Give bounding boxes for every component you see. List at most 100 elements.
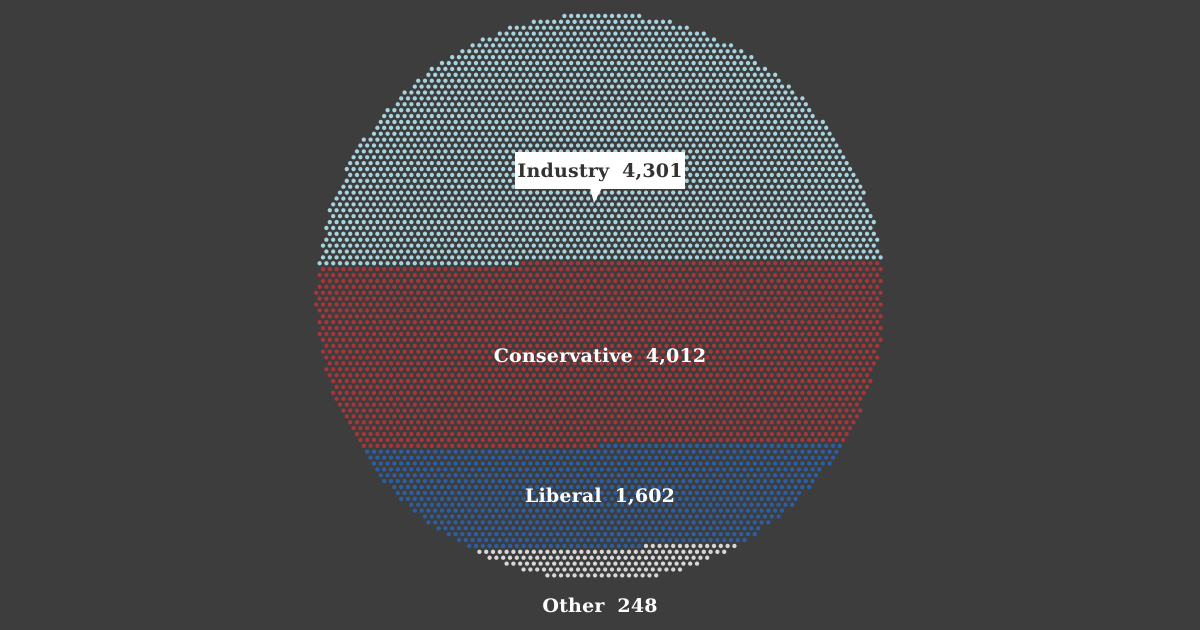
dot-industry bbox=[589, 84, 594, 89]
dot-industry bbox=[722, 208, 727, 213]
dot-conservative bbox=[609, 261, 615, 266]
dot-industry bbox=[361, 255, 366, 260]
dot-conservative bbox=[354, 431, 360, 437]
dot-conservative bbox=[715, 337, 720, 342]
dot-conservative bbox=[626, 373, 632, 378]
dot-conservative bbox=[433, 272, 438, 278]
dot-industry bbox=[450, 125, 455, 130]
dot-industry bbox=[378, 119, 383, 125]
dot-industry bbox=[708, 208, 713, 213]
dot-industry bbox=[742, 196, 747, 201]
dot-industry bbox=[834, 214, 839, 219]
dot-conservative bbox=[837, 337, 842, 342]
dot-conservative bbox=[375, 384, 380, 390]
dot-industry bbox=[650, 108, 655, 113]
dot-industry bbox=[745, 108, 751, 113]
dot-conservative bbox=[388, 290, 394, 295]
dot-industry bbox=[538, 31, 543, 36]
dot-industry bbox=[779, 214, 785, 219]
dot-industry bbox=[365, 214, 370, 219]
dot-industry bbox=[524, 113, 530, 119]
dot-conservative bbox=[647, 278, 652, 284]
dot-conservative bbox=[854, 414, 859, 419]
dot-industry bbox=[327, 243, 332, 248]
dot-conservative bbox=[439, 272, 445, 278]
dot-conservative bbox=[344, 331, 349, 337]
dot-industry bbox=[599, 137, 604, 142]
dot-industry bbox=[579, 31, 584, 36]
dot-industry bbox=[756, 172, 761, 178]
dot-conservative bbox=[684, 414, 689, 419]
dot-industry bbox=[456, 102, 462, 107]
dot-conservative bbox=[660, 373, 666, 378]
dot-conservative bbox=[851, 349, 856, 354]
dot-industry bbox=[783, 102, 788, 107]
dot-industry bbox=[565, 137, 570, 142]
dot-industry bbox=[807, 119, 812, 125]
dot-conservative bbox=[790, 396, 795, 401]
dot-industry bbox=[626, 31, 632, 36]
dot-industry bbox=[776, 208, 781, 213]
dot-industry bbox=[494, 84, 499, 89]
dot-industry bbox=[742, 78, 747, 83]
dot-industry bbox=[450, 102, 455, 107]
dot-conservative bbox=[514, 331, 519, 337]
dot-conservative bbox=[674, 361, 679, 366]
dot-industry bbox=[555, 108, 560, 113]
dot-conservative bbox=[392, 378, 397, 384]
dot-industry bbox=[681, 231, 686, 236]
dot-conservative bbox=[422, 302, 428, 307]
dot-conservative bbox=[541, 402, 547, 407]
dot-industry bbox=[841, 178, 846, 183]
dot-industry bbox=[368, 137, 373, 142]
dot-industry bbox=[715, 255, 720, 260]
dot-industry bbox=[596, 49, 601, 54]
dot-industry bbox=[742, 219, 747, 225]
dot-industry bbox=[728, 125, 734, 130]
dot-conservative bbox=[558, 267, 564, 272]
dot-industry bbox=[548, 108, 553, 113]
dot-conservative bbox=[603, 367, 608, 372]
dot-conservative bbox=[535, 390, 540, 395]
dot-industry bbox=[698, 190, 703, 195]
dot-conservative bbox=[640, 302, 645, 307]
dot-conservative bbox=[545, 325, 550, 331]
dot-industry bbox=[548, 72, 553, 77]
dot-conservative bbox=[626, 420, 632, 425]
dot-conservative bbox=[817, 267, 822, 272]
dot-industry bbox=[419, 84, 424, 89]
dot-industry bbox=[643, 37, 649, 42]
dot-conservative bbox=[660, 325, 666, 331]
dot-conservative bbox=[677, 272, 683, 278]
dot-industry bbox=[558, 196, 564, 201]
dot-industry bbox=[677, 225, 683, 231]
dot-conservative bbox=[460, 426, 465, 431]
dot-conservative bbox=[470, 337, 475, 342]
dot-industry bbox=[616, 49, 621, 54]
dot-conservative bbox=[334, 314, 339, 319]
dot-conservative bbox=[365, 331, 370, 337]
dot-industry bbox=[708, 219, 713, 225]
dot-conservative bbox=[327, 278, 332, 284]
dot-conservative bbox=[813, 414, 819, 419]
dot-industry bbox=[501, 49, 506, 54]
dot-conservative bbox=[708, 278, 713, 284]
dot-conservative bbox=[623, 308, 628, 313]
dot-industry bbox=[664, 249, 669, 254]
dot-industry bbox=[409, 243, 414, 248]
dot-conservative bbox=[623, 320, 628, 325]
dot-industry bbox=[841, 166, 846, 172]
dot-industry bbox=[807, 143, 812, 148]
dot-industry bbox=[705, 119, 710, 125]
dot-industry bbox=[507, 143, 513, 148]
dot-conservative bbox=[453, 367, 458, 372]
dot-conservative bbox=[572, 396, 577, 401]
dot-industry bbox=[504, 255, 509, 260]
dot-conservative bbox=[477, 267, 482, 272]
dot-industry bbox=[365, 249, 370, 254]
dot-industry bbox=[640, 55, 645, 60]
dot-conservative bbox=[783, 290, 788, 295]
dot-conservative bbox=[541, 390, 547, 395]
dot-industry bbox=[456, 255, 462, 260]
dot-industry bbox=[385, 214, 390, 219]
